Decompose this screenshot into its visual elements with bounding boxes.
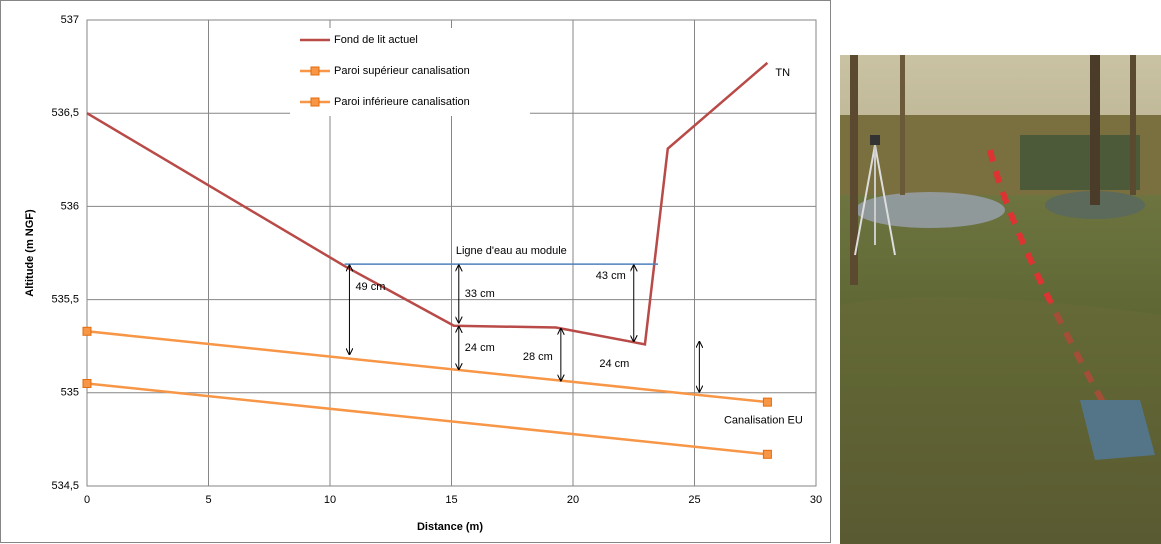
x-tick-label: 15 bbox=[445, 494, 457, 506]
x-tick-label: 10 bbox=[324, 494, 336, 506]
legend-marker bbox=[311, 98, 319, 106]
point-marker bbox=[83, 379, 91, 387]
measure-label: 24 cm bbox=[599, 358, 629, 370]
y-tick-label: 536,5 bbox=[51, 107, 79, 119]
y-tick-label: 535,5 bbox=[51, 294, 79, 306]
water-line-label: Ligne d'eau au module bbox=[456, 245, 567, 257]
x-tick-label: 0 bbox=[84, 494, 90, 506]
measure-label: 43 cm bbox=[596, 270, 626, 282]
legend-label: Paroi inférieure canalisation bbox=[334, 96, 470, 108]
x-tick-label: 5 bbox=[205, 494, 211, 506]
y-axis-title: Altitude (m NGF) bbox=[24, 209, 36, 297]
point-marker bbox=[763, 398, 771, 406]
x-tick-label: 20 bbox=[567, 494, 579, 506]
x-tick-label: 30 bbox=[810, 494, 822, 506]
site-photo bbox=[840, 55, 1161, 544]
annotation: Canalisation EU bbox=[724, 415, 803, 427]
point-marker bbox=[763, 450, 771, 458]
page: {"chart_data": { "type": "line", "x_labe… bbox=[0, 0, 1161, 544]
legend-label: Fond de lit actuel bbox=[334, 34, 418, 46]
y-tick-label: 537 bbox=[61, 14, 79, 26]
y-tick-label: 534,5 bbox=[51, 480, 79, 492]
measure-label: 33 cm bbox=[465, 288, 495, 300]
y-tick-label: 535 bbox=[61, 387, 79, 399]
y-tick-label: 536 bbox=[61, 200, 79, 212]
legend-marker bbox=[311, 67, 319, 75]
legend-label: Paroi supérieur canalisation bbox=[334, 65, 470, 77]
x-tick-label: 25 bbox=[688, 494, 700, 506]
chart: 534,5 535 535,5 536 536,5 537 0 5 10 15 20 25 30 Lig… bbox=[0, 0, 832, 544]
point-marker bbox=[83, 327, 91, 335]
measure-label: 24 cm bbox=[465, 342, 495, 354]
annotation: TN bbox=[775, 67, 790, 79]
measure-label: 28 cm bbox=[523, 351, 553, 363]
x-axis-title: Distance (m) bbox=[417, 521, 483, 533]
measure-label: 49 cm bbox=[355, 281, 385, 293]
